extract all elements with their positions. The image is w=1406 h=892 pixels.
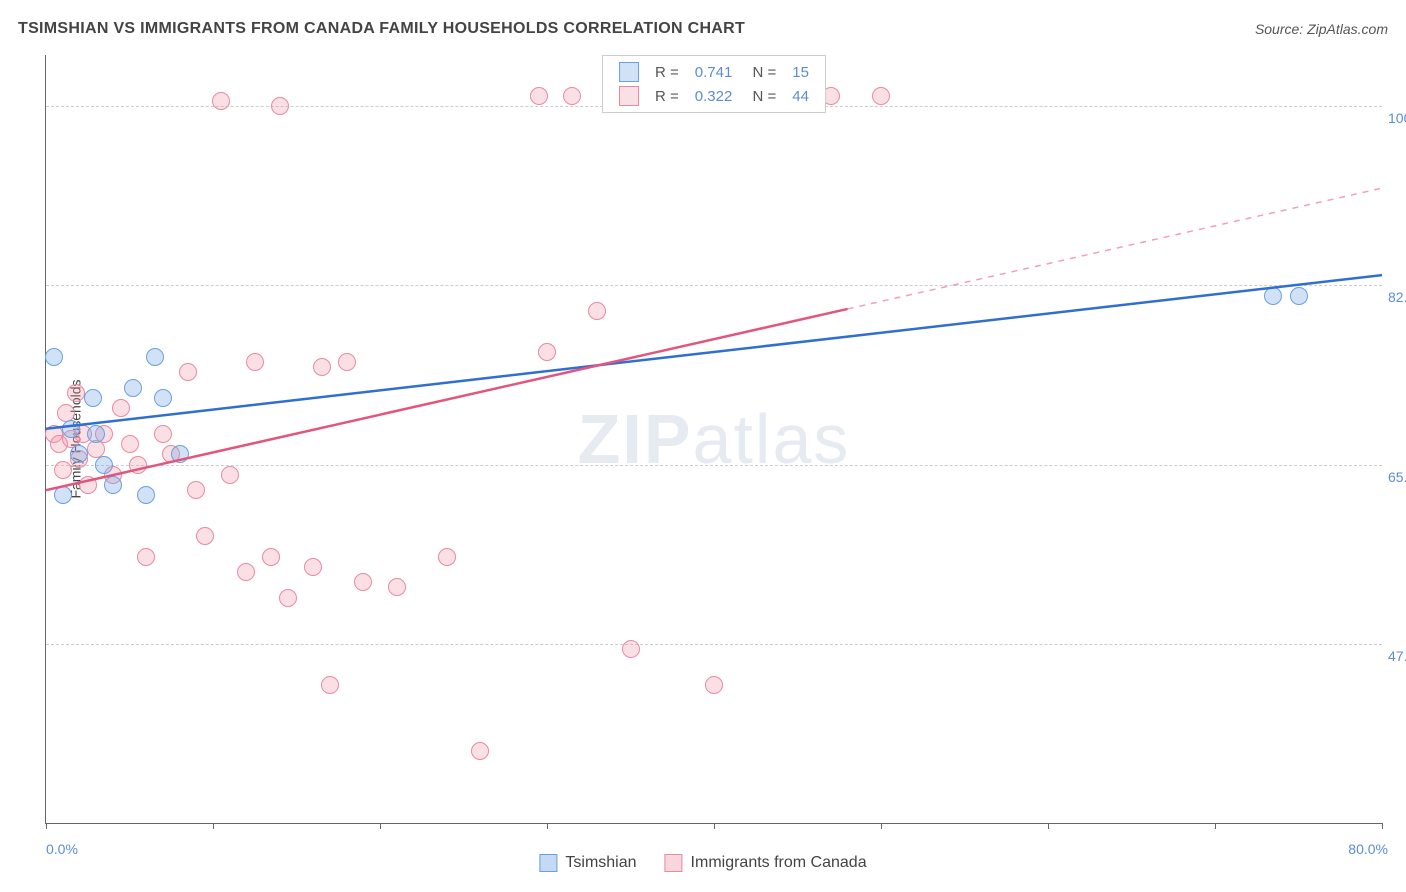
stats-row: R =0.741 N =15 [611,60,817,84]
data-point [137,548,155,566]
watermark: ZIPatlas [578,399,851,479]
data-point [79,476,97,494]
x-tick [1048,823,1049,829]
data-point [622,640,640,658]
data-point [304,558,322,576]
legend-item: Tsimshian [539,854,636,872]
data-point [179,363,197,381]
data-point [313,358,331,376]
legend-item: Immigrants from Canada [665,854,867,872]
data-point [212,92,230,110]
x-max-label: 80.0% [1348,841,1388,857]
data-point [1290,287,1308,305]
regression-lines [46,55,1382,823]
data-point [872,87,890,105]
data-point [588,302,606,320]
data-point [262,548,280,566]
y-tick-label: 100.0% [1388,110,1406,126]
data-point [112,399,130,417]
data-point [54,461,72,479]
data-point [137,486,155,504]
data-point [438,548,456,566]
data-point [70,445,88,463]
x-tick [714,823,715,829]
data-point [45,348,63,366]
data-point [154,425,172,443]
data-point [237,563,255,581]
x-tick [881,823,882,829]
stats-row: R =0.322 N =44 [611,84,817,108]
data-point [321,676,339,694]
x-min-label: 0.0% [46,841,78,857]
data-point [121,435,139,453]
x-tick [46,823,47,829]
data-point [338,353,356,371]
x-tick [547,823,548,829]
data-point [354,573,372,591]
data-point [84,389,102,407]
x-tick [1215,823,1216,829]
y-tick-label: 82.5% [1388,289,1406,305]
x-tick [213,823,214,829]
plot-area: ZIPatlas Family Households R =0.741 N =1… [45,55,1382,824]
data-point [187,481,205,499]
data-point [221,466,239,484]
data-point [54,486,72,504]
data-point [530,87,548,105]
header: TSIMSHIAN VS IMMIGRANTS FROM CANADA FAMI… [18,20,1388,38]
gridline [46,285,1382,286]
data-point [246,353,264,371]
data-point [95,456,113,474]
data-point [67,384,85,402]
data-point [705,676,723,694]
data-point [279,589,297,607]
data-point [62,420,80,438]
stats-legend: R =0.741 N =15R =0.322 N =44 [602,55,826,113]
data-point [129,456,147,474]
data-point [146,348,164,366]
data-point [1264,287,1282,305]
data-point [104,476,122,494]
y-tick-label: 47.5% [1388,648,1406,664]
x-tick [380,823,381,829]
data-point [388,578,406,596]
source-label: Source: ZipAtlas.com [1255,21,1388,37]
data-point [471,742,489,760]
y-tick-label: 65.0% [1388,469,1406,485]
data-point [124,379,142,397]
gridline [46,644,1382,645]
data-point [271,97,289,115]
data-point [196,527,214,545]
series-legend: Tsimshian Immigrants from Canada [539,854,866,872]
chart-title: TSIMSHIAN VS IMMIGRANTS FROM CANADA FAMI… [18,20,745,38]
data-point [154,389,172,407]
data-point [563,87,581,105]
data-point [171,445,189,463]
gridline [46,465,1382,466]
data-point [87,425,105,443]
data-point [538,343,556,361]
x-tick [1382,823,1383,829]
